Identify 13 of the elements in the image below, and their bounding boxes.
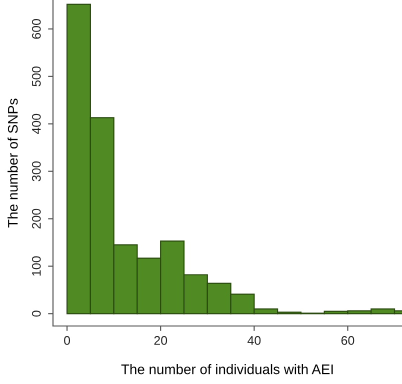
y-axis-title: The number of SNPs xyxy=(8,98,18,228)
y-tick-label: 300 xyxy=(32,161,41,182)
y-tick-label: 0 xyxy=(32,310,41,317)
x-tick-label: 60 xyxy=(341,336,354,345)
y-tick-label: 200 xyxy=(32,208,41,229)
x-axis-title: The number of individuals with AEI xyxy=(121,364,333,374)
x-tick-label: 40 xyxy=(248,336,261,345)
y-tick-label: 100 xyxy=(32,256,41,276)
y-tick-label: 400 xyxy=(32,114,41,134)
x-tick-label: 0 xyxy=(64,336,70,345)
x-tick-label: 20 xyxy=(154,336,168,345)
y-tick-label: 500 xyxy=(32,66,41,86)
y-tick-label: 600 xyxy=(32,19,41,39)
